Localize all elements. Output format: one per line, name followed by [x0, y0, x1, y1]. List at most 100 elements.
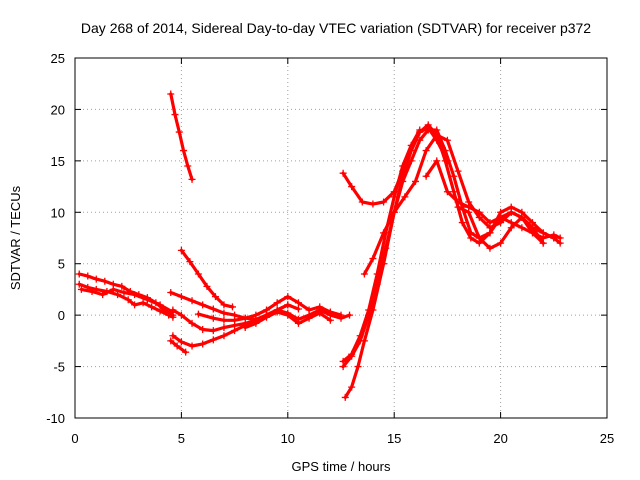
x-tick-label: 15 — [387, 431, 401, 446]
x-tick-label: 10 — [281, 431, 295, 446]
data-point — [316, 303, 324, 311]
x-tick-label: 20 — [493, 431, 507, 446]
data-point — [316, 309, 324, 317]
data-point — [143, 296, 151, 304]
data-point — [220, 301, 228, 309]
data-point — [177, 311, 185, 319]
data-point — [443, 157, 451, 165]
series-track-15 — [339, 124, 451, 208]
data-point — [539, 229, 547, 237]
y-tick-label: -5 — [53, 360, 65, 375]
data-point — [360, 270, 368, 278]
data-point — [131, 301, 139, 309]
data-point — [186, 258, 194, 266]
data-point — [454, 167, 462, 175]
data-point — [443, 136, 451, 144]
data-point — [284, 311, 292, 319]
y-tick-label: 10 — [51, 205, 65, 220]
data-point — [252, 319, 260, 327]
x-tick-label: 0 — [71, 431, 78, 446]
data-point — [294, 299, 302, 307]
data-point — [101, 277, 109, 285]
data-point — [167, 337, 175, 345]
series-line — [171, 308, 352, 333]
data-point — [220, 316, 228, 324]
data-point — [550, 234, 558, 242]
data-point — [75, 270, 83, 278]
series-track-10 — [194, 293, 345, 324]
data-point — [326, 316, 334, 324]
data-point — [220, 309, 228, 317]
data-point — [337, 311, 345, 319]
data-point — [169, 332, 177, 340]
data-point — [199, 340, 207, 348]
data-point — [209, 327, 217, 335]
data-point — [188, 342, 196, 350]
data-point — [529, 229, 537, 237]
data-point — [167, 289, 175, 297]
data-point — [228, 303, 236, 311]
data-point — [373, 270, 381, 278]
data-point — [84, 272, 92, 280]
data-point — [263, 313, 271, 321]
data-point — [305, 314, 313, 322]
data-point — [194, 270, 202, 278]
data-point — [380, 229, 388, 237]
data-point — [241, 314, 249, 322]
data-point — [209, 305, 217, 313]
data-point — [209, 314, 217, 322]
data-point — [507, 208, 515, 216]
data-point — [75, 280, 83, 288]
x-axis-label: GPS time / hours — [292, 459, 391, 474]
y-tick-label: 15 — [51, 154, 65, 169]
data-point — [184, 162, 192, 170]
data-point — [365, 306, 373, 314]
series-track-5 — [177, 246, 236, 311]
data-point — [401, 193, 409, 201]
data-point — [399, 177, 407, 185]
data-point — [348, 350, 356, 358]
data-point — [92, 275, 100, 283]
data-point — [475, 234, 483, 242]
data-point — [486, 219, 494, 227]
data-point — [497, 239, 505, 247]
data-point — [99, 291, 107, 299]
data-point — [348, 183, 356, 191]
data-point — [475, 208, 483, 216]
series-track-18 — [454, 203, 547, 252]
data-point — [407, 157, 415, 165]
data-point — [109, 285, 117, 293]
data-point — [156, 301, 164, 309]
series-line — [343, 123, 562, 399]
data-point — [518, 213, 526, 221]
data-point — [284, 293, 292, 301]
series-track-8 — [167, 337, 190, 356]
data-point — [422, 172, 430, 180]
data-point — [203, 282, 211, 290]
data-point — [231, 316, 239, 324]
series-line — [341, 126, 449, 206]
data-point — [399, 167, 407, 175]
data-point — [139, 299, 147, 307]
series-line — [169, 92, 194, 181]
data-point — [341, 393, 349, 401]
y-tick-label: -10 — [46, 411, 65, 426]
data-point — [369, 255, 377, 263]
series-track-2 — [75, 280, 177, 321]
data-point — [173, 342, 181, 350]
data-point — [263, 306, 271, 314]
data-point — [326, 308, 334, 316]
data-point — [120, 289, 128, 297]
series-track-17 — [422, 157, 547, 247]
data-point — [497, 213, 505, 221]
data-point — [194, 310, 202, 318]
data-point — [433, 131, 441, 139]
data-point — [454, 203, 462, 211]
data-point — [169, 306, 177, 314]
data-point — [380, 198, 388, 206]
y-axis-label: SDTVAR / TECUs — [8, 185, 23, 290]
data-point — [180, 147, 188, 155]
data-point — [486, 244, 494, 252]
data-point — [518, 224, 526, 232]
